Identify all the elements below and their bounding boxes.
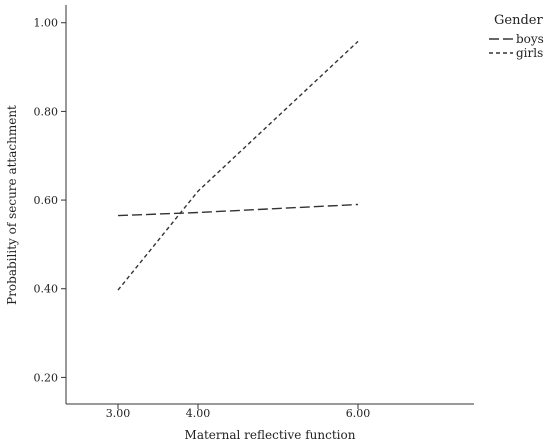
y-tick-label: 0.60 — [34, 194, 59, 207]
x-axis-label: Maternal reflective function — [185, 428, 356, 442]
legend-label-girls: girls — [516, 46, 543, 60]
series-line-girls — [117, 40, 359, 291]
y-tick-label: 0.40 — [34, 283, 59, 296]
legend-title: Gender — [494, 13, 543, 28]
y-tick-label: 0.20 — [34, 371, 59, 384]
series-line-boys — [117, 203, 359, 217]
x-tick-label: 4.00 — [186, 407, 211, 420]
x-tick-label: 6.00 — [346, 407, 371, 420]
y-tick-label: 1.00 — [34, 17, 59, 30]
x-tick-label: 3.00 — [106, 407, 131, 420]
y-tick-label: 0.80 — [34, 105, 59, 118]
y-axis-label: Probability of secure attachment — [5, 105, 19, 305]
legend-label-boys: boys — [516, 32, 544, 46]
plot-area: 0.20 0.40 0.60 0.80 1.00 3.00 4.00 6.00 — [34, 5, 474, 420]
